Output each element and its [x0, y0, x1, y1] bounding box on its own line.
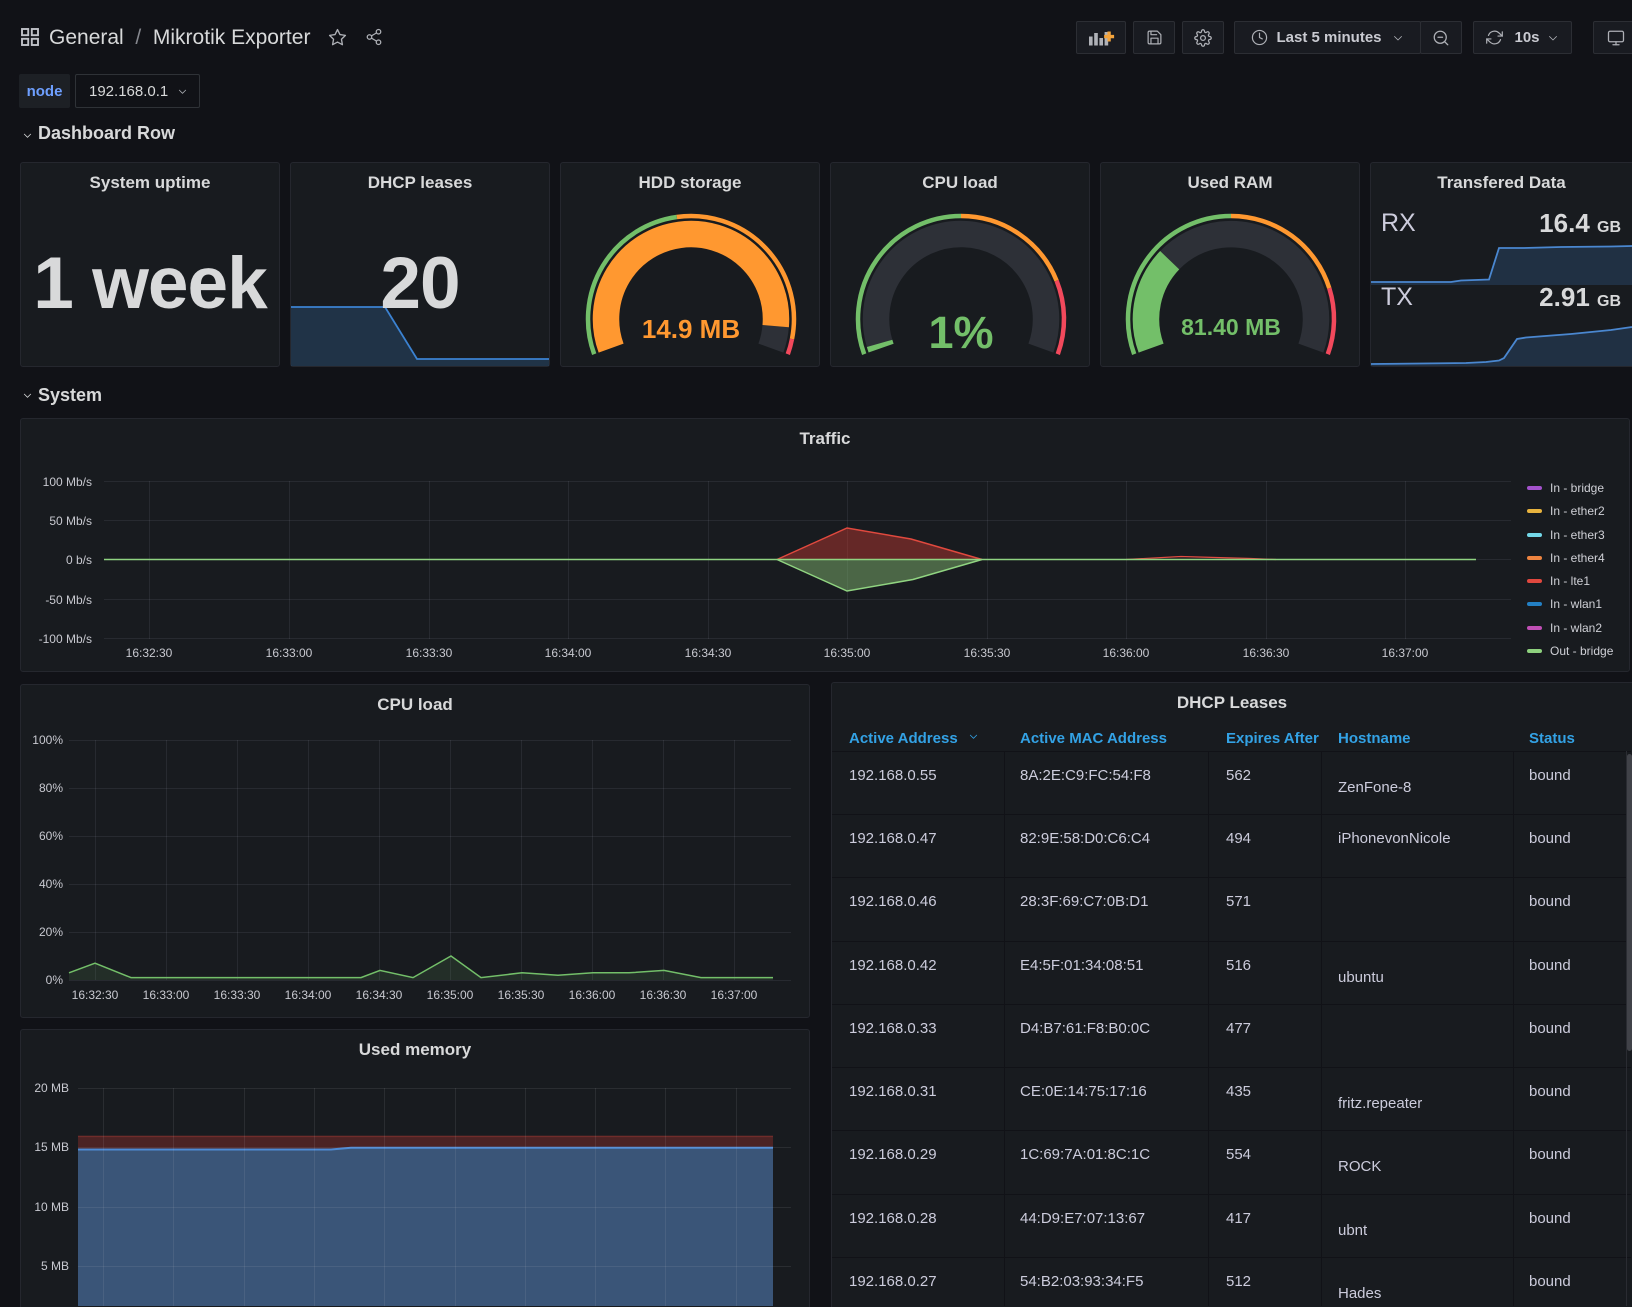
svg-text:14.9 MB: 14.9 MB — [642, 314, 740, 344]
svg-text:1%: 1% — [928, 307, 993, 358]
svg-text:81.40 MB: 81.40 MB — [1181, 314, 1281, 340]
